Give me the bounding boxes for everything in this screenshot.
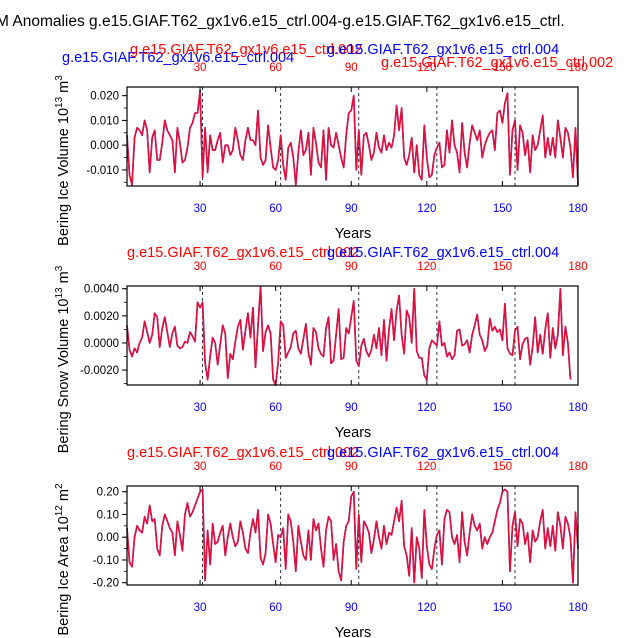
x-tick-label-top: 150 [493,62,512,74]
plot-frame [126,285,579,386]
series-line-ctrl-004 [126,285,572,386]
x-tick-label-bottom: 30 [194,203,207,215]
y-tick-label: 0.010 [90,115,119,127]
x-tick-label-top: 150 [493,461,512,473]
plot-frame [126,485,579,586]
y-tick-label: 0.0020 [84,311,119,323]
y-tick-label: -0.010 [86,165,119,177]
x-tick-label-top: 120 [417,261,436,273]
y-tick-label: 0.020 [90,91,119,103]
figure-title: M Anomalies g.e15.GIAF.T62_gx1v6.e15_ctr… [0,13,565,30]
y-tick-label: 0.20 [97,487,119,499]
x-tick-label-bottom: 60 [269,602,282,614]
x-tick-label-top: 90 [345,461,358,473]
y-axis-title: Bering Ice Area 1012 m2 [54,483,72,636]
y-axis-title: Bering Snow Volume 1013 m3 [54,265,72,453]
y-tick-label: -0.10 [93,555,119,567]
x-tick-label-bottom: 150 [493,402,512,414]
y-tick-label: -0.0020 [80,365,119,377]
x-axis-title: Years [335,226,372,242]
y-tick-label: 0.10 [97,509,119,521]
x-tick-label-top: 30 [194,62,207,74]
x-tick-label-bottom: 150 [493,602,512,614]
case-label-right-red: g.e15.GIAF.T62_gx1v6.e15_ctrl.002 [381,55,613,71]
x-tick-label-top: 60 [269,261,282,273]
case-label-left-red: g.e15.GIAF.T62_gx1v6.e15_ctrl.002 [127,445,359,461]
case-label-left-blue: g.e15.GIAF.T62_gx1v6.e15_ctrl.004 [62,50,294,66]
case-label-left-red: g.e15.GIAF.T62_gx1v6.e15_ctrl.002 [130,42,362,58]
y-tick-label: 0.000 [90,140,119,152]
x-tick-label-top: 150 [493,261,512,273]
y-tick-label: -0.20 [93,578,119,590]
case-label-right-blue: g.e15.GIAF.T62_gx1v6.e15_ctrl.004 [327,42,559,58]
case-label-right-blue: g.e15.GIAF.T62_gx1v6.e15_ctrl.004 [327,245,559,261]
x-tick-label-bottom: 30 [194,602,207,614]
case-label-left-red: g.e15.GIAF.T62_gx1v6.e15_ctrl.002 [127,245,359,261]
x-tick-label-top: 120 [417,461,436,473]
chart-panel-1: -0.010 0.000 0.010 0.020 30 60 90 120 150 180 30 60… [54,42,613,246]
chart-panel-2: -0.0020 0.0000 0.0020 0.0040 30 60 90 120 150 180… [54,245,588,453]
x-tick-label-bottom: 180 [568,402,587,414]
x-tick-label-top: 90 [345,62,358,74]
x-tick-label-bottom: 90 [345,602,358,614]
x-tick-label-top: 60 [269,461,282,473]
case-label-right-blue: g.e15.GIAF.T62_gx1v6.e15_ctrl.004 [327,445,559,461]
chart-panel-3: -0.20 -0.10 0.00 0.10 0.20 30 60 90 120 150 180 30 6… [54,445,588,638]
x-axis-title: Years [335,625,372,638]
y-tick-label: 0.0040 [84,284,119,296]
x-tick-label-bottom: 60 [269,203,282,215]
x-tick-label-top: 30 [194,461,207,473]
x-tick-label-top: 60 [269,62,282,74]
x-tick-label-bottom: 180 [568,203,587,215]
x-tick-label-bottom: 120 [417,203,436,215]
x-tick-label-bottom: 120 [417,402,436,414]
series-line-ctrl-002 [126,89,579,186]
series-line-ctrl-002 [126,488,579,584]
x-tick-label-top: 180 [568,62,587,74]
x-tick-label-top: 180 [568,261,587,273]
plot-frame [126,86,579,187]
x-tick-label-top: 30 [194,261,207,273]
y-axis-title: Bering Ice Volume 1013 m3 [54,75,72,246]
x-tick-label-bottom: 60 [269,402,282,414]
y-tick-label: 0.0000 [84,338,119,350]
x-axis-title: Years [335,425,372,441]
x-tick-label-bottom: 180 [568,602,587,614]
x-tick-label-bottom: 150 [493,203,512,215]
x-tick-label-top: 180 [568,461,587,473]
panels: -0.010 0.000 0.010 0.020 30 60 90 120 150 180 30 60… [54,42,613,638]
x-tick-label-bottom: 30 [194,402,207,414]
x-tick-label-top: 90 [345,261,358,273]
x-tick-label-bottom: 90 [345,402,358,414]
series-line-ctrl-002 [126,285,572,386]
y-tick-label: 0.00 [97,532,119,544]
x-tick-label-top: 120 [417,62,436,74]
x-tick-label-bottom: 90 [345,203,358,215]
x-tick-label-bottom: 120 [417,602,436,614]
